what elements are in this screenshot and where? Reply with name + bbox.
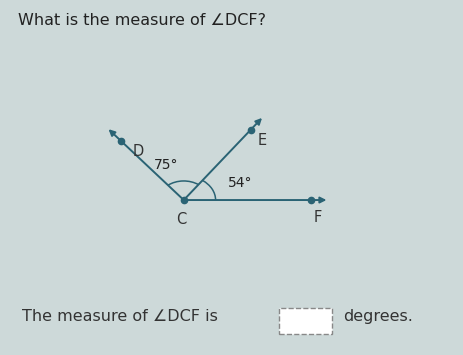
Bar <box>279 307 332 333</box>
Text: degrees.: degrees. <box>343 308 413 324</box>
Text: 75°: 75° <box>154 158 178 173</box>
Text: The measure of ∠DCF is: The measure of ∠DCF is <box>22 308 218 324</box>
Text: What is the measure of ∠DCF?: What is the measure of ∠DCF? <box>18 13 266 28</box>
Text: 54°: 54° <box>228 176 253 190</box>
Text: C: C <box>176 212 187 227</box>
Text: D: D <box>132 144 144 159</box>
Text: F: F <box>313 211 322 225</box>
Text: E: E <box>257 133 267 148</box>
